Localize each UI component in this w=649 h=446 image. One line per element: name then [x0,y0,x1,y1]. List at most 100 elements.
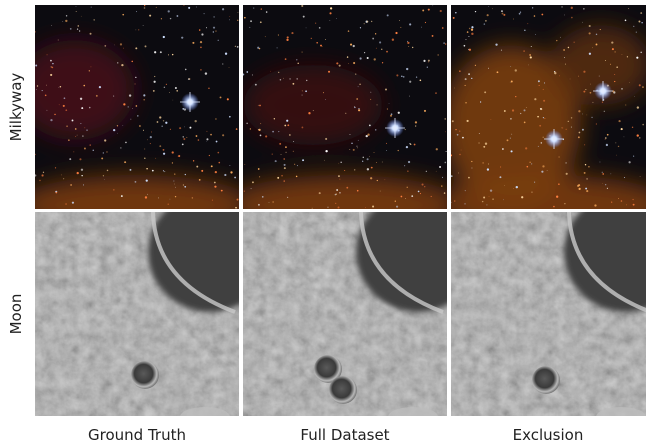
star [246,123,247,124]
star [261,8,262,9]
star [143,94,145,96]
star [183,136,184,137]
star [593,102,594,103]
star [212,200,213,201]
star [358,140,359,141]
star [465,39,466,40]
star [179,127,181,129]
star [422,9,424,11]
star [596,123,597,124]
star [77,172,79,174]
star [323,92,324,93]
star [386,143,387,144]
star [172,162,173,163]
star [91,66,92,67]
star [578,76,579,77]
star [556,40,557,41]
star [544,82,545,83]
star [568,121,569,122]
star [428,60,430,62]
star [622,54,623,55]
star [371,167,373,169]
small-crater [329,376,357,404]
star [335,194,336,195]
star [519,13,521,15]
star [360,27,361,28]
star [244,191,245,192]
star [412,47,413,48]
star [255,84,257,86]
star [638,21,640,23]
star [293,141,294,142]
star [541,14,543,16]
star [259,176,260,177]
star [515,96,516,97]
star [280,79,282,81]
star [143,130,144,131]
star [170,18,171,19]
star [121,64,123,66]
star [455,12,456,13]
star [121,195,123,197]
star [149,15,151,17]
star [642,86,643,87]
star [302,91,303,92]
star [521,196,523,198]
star [147,139,148,140]
star [93,150,94,151]
star [571,17,573,19]
star [628,161,630,163]
moon-image [243,192,480,427]
star [336,189,338,191]
star [286,120,288,122]
star [353,62,355,64]
star [562,128,563,129]
star [369,124,371,126]
star [220,96,222,98]
star [213,27,215,29]
star [427,67,428,68]
star [641,22,642,23]
star [457,134,459,136]
star [588,166,590,168]
star [162,126,163,127]
star [376,48,377,49]
star [265,135,267,137]
figure: Milkyway Moon Ground Truth Full Dataset … [0,0,649,446]
star [237,46,239,48]
star [424,186,425,187]
star [303,16,305,18]
star [258,204,260,206]
star [297,165,298,166]
star [291,32,293,34]
star [471,161,472,162]
star [490,189,492,191]
star [607,134,609,136]
star [184,186,186,188]
star [143,99,145,101]
star [144,5,145,6]
star [173,181,174,182]
star [488,68,489,69]
bottom-crater [596,407,646,427]
star [489,196,490,197]
star [174,173,175,174]
star [41,174,43,176]
star [367,168,369,170]
star [50,119,52,121]
star [527,23,528,24]
star [259,105,261,107]
star [349,149,350,150]
star [207,131,208,132]
star [103,175,104,176]
moon-image [35,192,272,427]
star [511,134,512,135]
star [471,168,472,169]
star [504,185,505,186]
star [468,73,470,75]
star [382,162,383,163]
star [272,131,274,133]
star [168,10,170,12]
star [591,117,592,118]
star [252,74,253,75]
